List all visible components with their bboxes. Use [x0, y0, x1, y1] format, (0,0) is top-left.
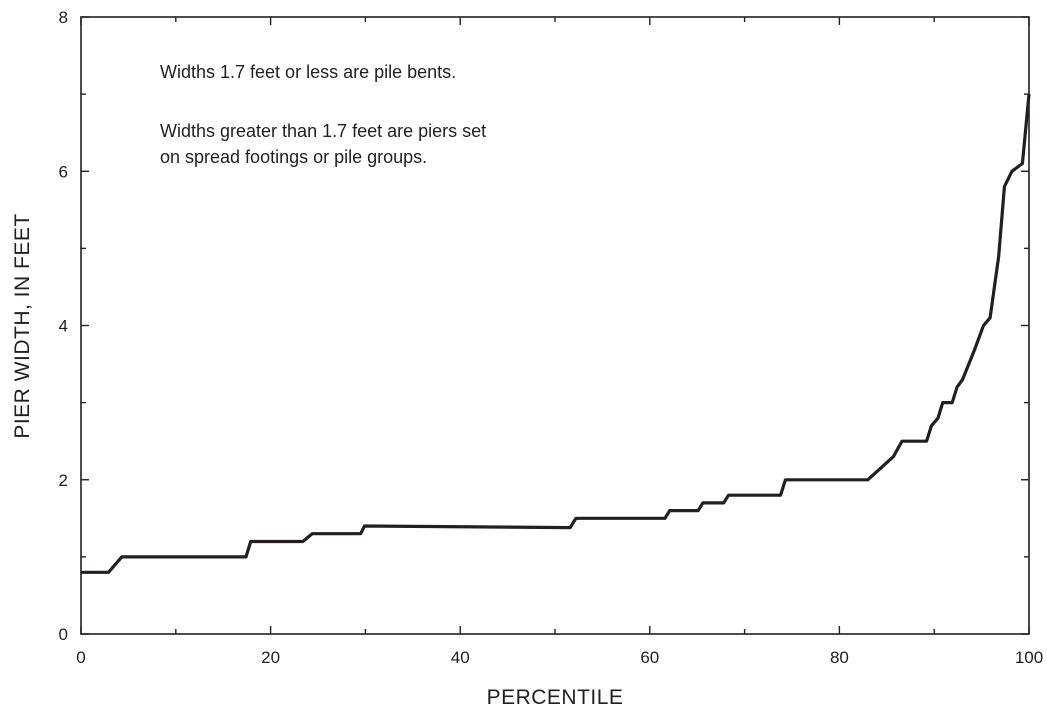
y-axis-ticks: [81, 16, 1029, 635]
x-tick-label: 80: [830, 648, 849, 667]
plot-frame: [80, 16, 1030, 635]
y-axis-tick-labels: 0 2 4 6 8: [59, 8, 68, 644]
series-line: [81, 93, 1031, 574]
x-tick-label: 20: [261, 648, 280, 667]
annotation-pile-bents: Widths 1.7 feet or less are pile bents.: [160, 62, 456, 82]
x-axis-tick-labels: 0 20 40 60 80 100: [76, 648, 1043, 667]
x-tick-label: 60: [640, 648, 659, 667]
y-tick-label: 4: [59, 317, 68, 336]
x-tick-label: 0: [76, 648, 85, 667]
y-tick-label: 8: [59, 8, 68, 27]
annotation-piers-line-2: on spread footings or pile groups.: [160, 147, 427, 167]
y-tick-label: 6: [59, 162, 68, 181]
x-axis-title: PERCENTILE: [487, 686, 624, 709]
x-axis-ticks: [80, 17, 1030, 634]
x-tick-label: 100: [1015, 648, 1043, 667]
x-tick-label: 40: [451, 648, 470, 667]
y-tick-label: 0: [59, 625, 68, 644]
y-tick-label: 2: [59, 471, 68, 490]
y-axis-title: PIER WIDTH, IN FEET: [11, 213, 34, 438]
annotation-piers-line-1: Widths greater than 1.7 feet are piers s…: [160, 121, 486, 141]
